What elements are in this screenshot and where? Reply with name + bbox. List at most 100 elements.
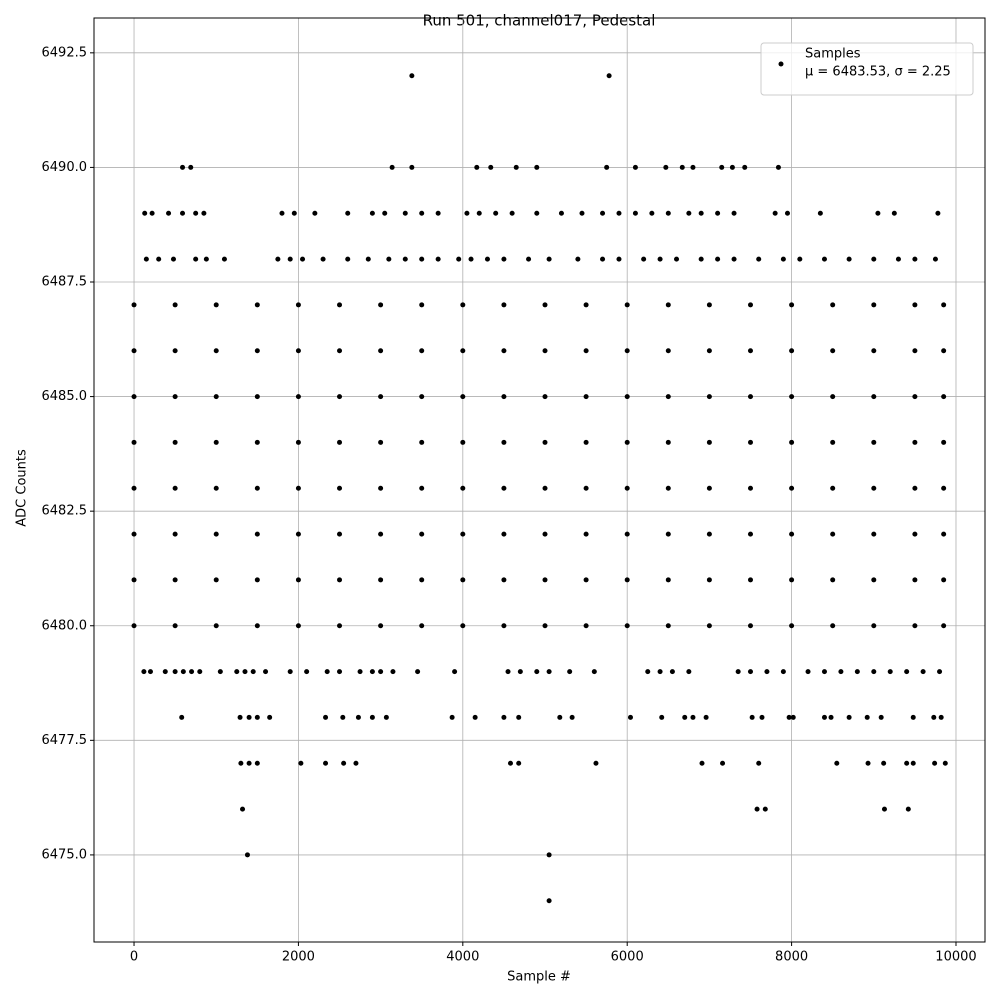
sample-point bbox=[279, 210, 285, 216]
sample-point bbox=[645, 669, 651, 675]
sample-point bbox=[665, 348, 671, 354]
sample-point bbox=[534, 164, 540, 170]
sample-point bbox=[460, 531, 466, 537]
sample-point bbox=[295, 439, 301, 445]
y-tick-label: 6492.5 bbox=[42, 45, 88, 60]
sample-point bbox=[591, 669, 597, 675]
sample-point bbox=[830, 302, 836, 308]
sample-point bbox=[337, 577, 343, 583]
sample-point bbox=[912, 485, 918, 491]
sample-point bbox=[583, 348, 589, 354]
sample-point bbox=[632, 164, 638, 170]
sample-point bbox=[830, 485, 836, 491]
sample-point bbox=[600, 210, 606, 216]
sample-point bbox=[267, 714, 273, 720]
sample-point bbox=[131, 623, 137, 629]
sample-point bbox=[295, 348, 301, 354]
sample-point bbox=[378, 623, 384, 629]
sample-point bbox=[476, 210, 482, 216]
sample-point bbox=[747, 577, 753, 583]
sample-point bbox=[665, 623, 671, 629]
sample-point bbox=[390, 669, 396, 675]
sample-point bbox=[501, 531, 507, 537]
sample-point bbox=[542, 439, 548, 445]
sample-point bbox=[742, 164, 748, 170]
sample-point bbox=[526, 256, 532, 262]
sample-point bbox=[616, 210, 622, 216]
sample-point bbox=[501, 394, 507, 400]
sample-point bbox=[250, 669, 256, 675]
sample-point bbox=[665, 394, 671, 400]
sample-point bbox=[871, 485, 877, 491]
sample-point bbox=[221, 256, 227, 262]
sample-point bbox=[238, 760, 244, 766]
sample-point bbox=[456, 256, 462, 262]
sample-point bbox=[579, 210, 585, 216]
sample-point bbox=[932, 256, 938, 262]
sample-point bbox=[291, 210, 297, 216]
sample-point bbox=[474, 164, 480, 170]
sample-point bbox=[419, 394, 425, 400]
sample-point bbox=[295, 485, 301, 491]
sample-point bbox=[931, 714, 937, 720]
sample-point bbox=[378, 485, 384, 491]
sample-point bbox=[365, 256, 371, 262]
sample-point bbox=[756, 256, 762, 262]
sample-point bbox=[821, 714, 827, 720]
sample-point bbox=[632, 210, 638, 216]
sample-point bbox=[179, 714, 185, 720]
sample-point bbox=[729, 164, 735, 170]
y-tick-label: 6490.0 bbox=[42, 160, 88, 175]
sample-point bbox=[131, 577, 137, 583]
sample-point bbox=[254, 531, 260, 537]
y-tick-label: 6477.5 bbox=[42, 733, 88, 748]
sample-point bbox=[846, 256, 852, 262]
sample-point bbox=[378, 394, 384, 400]
sample-point bbox=[871, 256, 877, 262]
sample-point bbox=[624, 531, 630, 537]
sample-point bbox=[337, 623, 343, 629]
sample-point bbox=[452, 669, 458, 675]
sample-point bbox=[828, 714, 834, 720]
sample-point bbox=[699, 760, 705, 766]
sample-point bbox=[337, 348, 343, 354]
sample-point bbox=[912, 256, 918, 262]
sample-point bbox=[624, 623, 630, 629]
sample-point bbox=[378, 302, 384, 308]
legend-label: Samples bbox=[805, 47, 861, 62]
sample-point bbox=[941, 531, 947, 537]
sample-point bbox=[389, 164, 395, 170]
y-axis-label: ADC Counts bbox=[15, 449, 30, 527]
sample-point bbox=[501, 302, 507, 308]
sample-point bbox=[213, 394, 219, 400]
sample-point bbox=[131, 348, 137, 354]
sample-point bbox=[649, 210, 655, 216]
sample-point bbox=[460, 302, 466, 308]
sample-point bbox=[865, 760, 871, 766]
sample-point bbox=[172, 348, 178, 354]
sample-point bbox=[817, 210, 823, 216]
sample-point bbox=[517, 669, 523, 675]
sample-point bbox=[170, 256, 176, 262]
sample-point bbox=[871, 531, 877, 537]
sample-point bbox=[747, 394, 753, 400]
y-tick-label: 6485.0 bbox=[42, 389, 88, 404]
sample-point bbox=[789, 439, 795, 445]
sample-point bbox=[864, 714, 870, 720]
sample-point bbox=[797, 256, 803, 262]
sample-point bbox=[830, 623, 836, 629]
sample-point bbox=[142, 210, 148, 216]
sample-point bbox=[941, 485, 947, 491]
sample-point bbox=[941, 439, 947, 445]
sample-point bbox=[143, 256, 149, 262]
sample-point bbox=[593, 760, 599, 766]
sample-point bbox=[340, 714, 346, 720]
sample-point bbox=[715, 210, 721, 216]
sample-point bbox=[419, 348, 425, 354]
sample-point bbox=[542, 302, 548, 308]
sample-point bbox=[501, 485, 507, 491]
sample-point bbox=[254, 577, 260, 583]
sample-point bbox=[507, 760, 513, 766]
sample-point bbox=[323, 714, 329, 720]
